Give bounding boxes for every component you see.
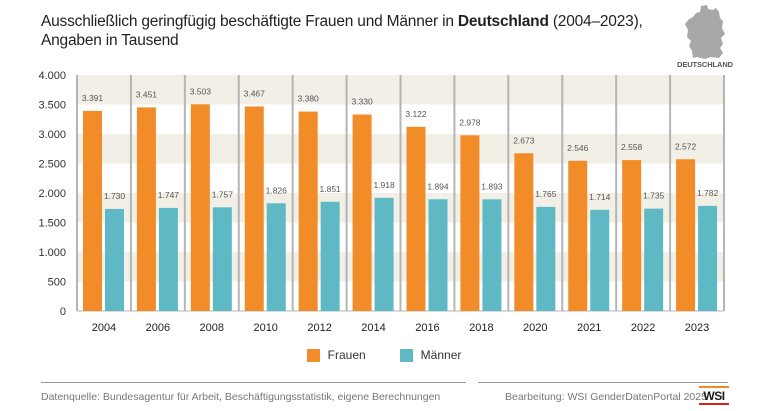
- legend: Frauen Männer: [0, 348, 768, 362]
- chart-subtitle: Angaben in Tausend: [41, 32, 179, 49]
- x-tick-label: 2010: [253, 322, 277, 334]
- y-tick-label: 1.500: [38, 218, 66, 230]
- bar-maenner: [428, 199, 448, 311]
- y-tick-label: 3.500: [38, 100, 66, 112]
- bar-frauen: [298, 111, 318, 311]
- x-tick-label: 2020: [523, 322, 547, 334]
- bar-frauen: [83, 110, 102, 311]
- bar-frauen: [406, 126, 426, 311]
- value-label-frauen: 3.122: [405, 109, 427, 119]
- y-tick-label: 3.000: [38, 129, 66, 141]
- bar-maenner: [105, 208, 124, 311]
- value-label-frauen: 2.673: [513, 135, 535, 145]
- wsi-logo: WSI: [699, 386, 729, 405]
- value-label-frauen: 2.978: [459, 117, 481, 127]
- y-tick-label: 1.000: [38, 247, 66, 259]
- value-label-maenner: 1.851: [320, 184, 342, 194]
- bar-maenner: [158, 207, 178, 311]
- y-tick-label: 0: [60, 306, 66, 318]
- bar-frauen: [136, 107, 156, 312]
- bar-frauen: [244, 106, 264, 312]
- legend-item-maenner: Männer: [399, 348, 462, 362]
- value-label-maenner: 1.894: [427, 181, 449, 191]
- title-country: Deutschland: [457, 13, 549, 30]
- value-label-maenner: 1.757: [212, 189, 234, 199]
- legend-swatch-frauen: [306, 348, 320, 362]
- x-tick-label: 2018: [469, 322, 493, 334]
- title-text: Ausschließlich geringfügig beschäftigte …: [41, 13, 458, 30]
- legend-item-frauen: Frauen: [306, 348, 366, 362]
- value-label-maenner: 1.714: [589, 192, 611, 202]
- value-label-maenner: 1.893: [481, 181, 503, 191]
- value-label-frauen: 3.451: [136, 89, 158, 99]
- credit: Bearbeitung: WSI GenderDatenPortal 2025: [505, 391, 707, 403]
- x-tick-label: 2008: [200, 322, 224, 334]
- legend-swatch-maenner: [399, 348, 413, 362]
- footer-divider-left: [41, 382, 466, 383]
- bar-frauen: [676, 159, 696, 311]
- value-label-maenner: 1.826: [266, 185, 288, 195]
- legend-label-maenner: Männer: [420, 348, 462, 362]
- value-label-frauen: 3.380: [298, 94, 320, 104]
- value-label-frauen: 3.330: [351, 97, 373, 107]
- value-label-maenner: 1.735: [643, 191, 665, 201]
- bar-maenner: [644, 208, 664, 311]
- x-tick-label: 2016: [415, 322, 439, 334]
- germany-map-icon: [685, 5, 725, 59]
- bar-frauen: [460, 135, 480, 311]
- bar-frauen: [622, 160, 642, 311]
- x-tick-label: 2004: [92, 322, 116, 334]
- x-tick-label: 2023: [685, 322, 709, 334]
- bar-maenner: [212, 207, 232, 311]
- value-label-frauen: 2.572: [675, 141, 697, 151]
- bar-chart: 05001.0001.5002.0002.5003.0003.5004.000 …: [38, 70, 725, 334]
- bar-maenner: [482, 199, 502, 311]
- map-label: DEUTSCHLAND: [677, 60, 733, 69]
- value-label-maenner: 1.918: [373, 180, 395, 190]
- chart-title: Ausschließlich geringfügig beschäftigte …: [41, 12, 643, 50]
- y-tick-label: 2.500: [38, 159, 66, 171]
- value-label-maenner: 1.747: [158, 190, 180, 200]
- bar-frauen: [352, 114, 372, 311]
- value-label-frauen: 2.546: [567, 143, 589, 153]
- bar-maenner: [374, 197, 394, 311]
- value-label-frauen: 3.503: [190, 86, 212, 96]
- bar-maenner: [320, 201, 340, 311]
- x-tick-label: 2012: [307, 322, 331, 334]
- bar-frauen: [514, 153, 534, 311]
- value-label-maenner: 1.782: [697, 188, 719, 198]
- bar-maenner: [590, 209, 610, 311]
- title-years: (2004–2023),: [548, 13, 643, 30]
- bar-frauen: [190, 104, 210, 311]
- bar-maenner: [536, 206, 556, 311]
- value-label-frauen: 3.391: [82, 93, 104, 103]
- value-label-frauen: 2.558: [621, 142, 643, 152]
- x-tick-label: 2022: [631, 322, 655, 334]
- x-tick-label: 2014: [361, 322, 385, 334]
- x-tick-label: 2006: [146, 322, 170, 334]
- legend-label-frauen: Frauen: [327, 348, 366, 362]
- bar-frauen: [568, 160, 588, 311]
- footer-divider-right: [478, 382, 728, 383]
- data-source: Datenquelle: Bundesagentur für Arbeit, B…: [41, 391, 441, 403]
- y-tick-label: 4.000: [38, 70, 66, 82]
- value-label-maenner: 1.730: [104, 191, 126, 201]
- y-tick-label: 2.000: [38, 188, 66, 200]
- value-label-frauen: 3.467: [244, 88, 266, 98]
- bar-maenner: [698, 205, 718, 311]
- x-tick-label: 2021: [577, 322, 601, 334]
- value-label-maenner: 1.765: [535, 189, 557, 199]
- y-tick-label: 500: [48, 277, 66, 289]
- bar-maenner: [266, 203, 286, 311]
